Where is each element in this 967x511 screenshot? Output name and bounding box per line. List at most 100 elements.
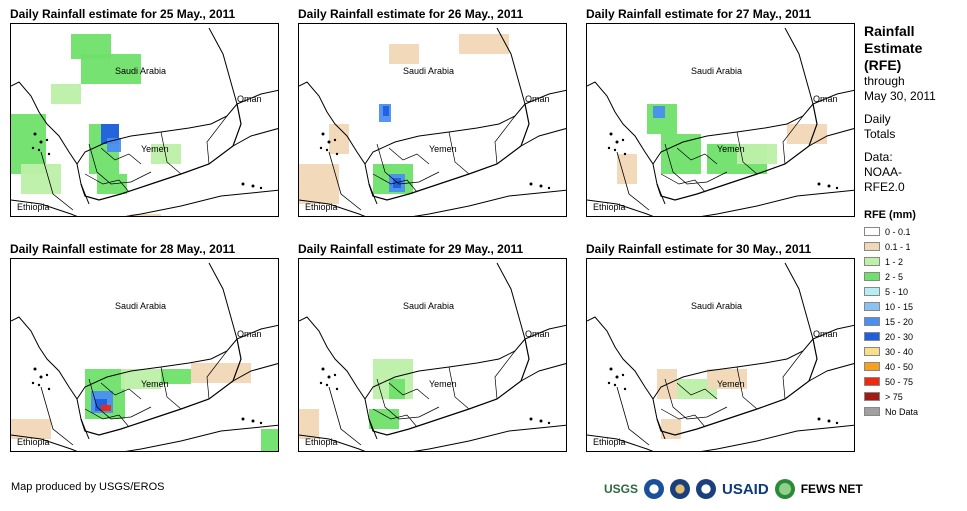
legend-class-label: 0.1 - 1 bbox=[885, 241, 911, 252]
map-label-yemen: Yemen bbox=[717, 379, 745, 389]
legend-totals: Totals bbox=[864, 127, 896, 141]
map-label-oman: Oman bbox=[237, 94, 262, 104]
legend-data-label: Data: bbox=[864, 150, 893, 164]
rain-patch bbox=[261, 429, 278, 451]
legend-swatch bbox=[864, 347, 880, 356]
panel-title: Daily Rainfall estimate for 30 May., 201… bbox=[586, 242, 812, 256]
legend-class-row: 0 - 0.1 bbox=[864, 224, 964, 239]
rain-patch bbox=[151, 144, 181, 164]
rain-patch bbox=[459, 34, 509, 54]
legend-class-label: 20 - 30 bbox=[885, 331, 914, 342]
rainfall-map: Saudi ArabiaOmanYemenEthiopiaSomalia bbox=[10, 258, 279, 452]
rain-patch bbox=[81, 54, 141, 84]
map-label-yemen: Yemen bbox=[429, 379, 457, 389]
map-canvas bbox=[587, 262, 854, 451]
legend-swatch bbox=[864, 407, 880, 416]
legend-class-label: 50 - 75 bbox=[885, 376, 914, 387]
legend-title-line: (RFE) bbox=[864, 57, 902, 73]
legend: Rainfall Estimate (RFE) through May 30, … bbox=[864, 23, 964, 419]
legend-class-row: 5 - 10 bbox=[864, 284, 964, 299]
rain-patch bbox=[707, 369, 747, 389]
rainfall-map: Saudi ArabiaOmanYemenEthiopiaSomalia bbox=[586, 23, 855, 217]
map-label-ethiopia: Ethiopia bbox=[305, 202, 338, 212]
rain-patch bbox=[661, 134, 701, 174]
legend-date: May 30, 2011 bbox=[864, 89, 936, 103]
legend-title-line: Estimate bbox=[864, 40, 923, 56]
map-label-ethiopia: Ethiopia bbox=[305, 437, 338, 447]
map-label-oman: Oman bbox=[813, 94, 838, 104]
map-canvas bbox=[11, 27, 278, 216]
map-label-saudi: Saudi Arabia bbox=[115, 66, 167, 76]
legend-class-label: 15 - 20 bbox=[885, 316, 914, 327]
legend-through: through bbox=[864, 74, 905, 88]
legend-swatch bbox=[864, 227, 880, 236]
rain-patch bbox=[21, 164, 61, 194]
legend-title-line: Rainfall bbox=[864, 23, 915, 39]
rain-patch bbox=[161, 369, 191, 384]
rainfall-map: Saudi ArabiaOmanYemenEthiopiaSomalia bbox=[298, 258, 567, 452]
legend-class-row: 2 - 5 bbox=[864, 269, 964, 284]
map-label-ethiopia: Ethiopia bbox=[593, 202, 626, 212]
rain-patch bbox=[369, 409, 399, 429]
rain-patch bbox=[389, 379, 405, 399]
rain-patch bbox=[393, 178, 401, 188]
rain-patch bbox=[389, 44, 419, 64]
legend-data-source: NOAA- bbox=[864, 165, 903, 179]
map-label-yemen: Yemen bbox=[141, 379, 169, 389]
usaid-seal-icon bbox=[696, 479, 717, 499]
map-label-yemen: Yemen bbox=[717, 144, 745, 154]
legend-class-row: 30 - 40 bbox=[864, 344, 964, 359]
legend-rfe-unit: RFE (mm) bbox=[864, 209, 916, 221]
map-credit: Map produced by USGS/EROS bbox=[11, 481, 165, 493]
usaid-logo: USAID bbox=[722, 480, 769, 498]
rain-patch bbox=[121, 369, 161, 389]
map-label-oman: Oman bbox=[525, 329, 550, 339]
legend-swatch bbox=[864, 287, 880, 296]
rain-patch bbox=[653, 106, 665, 118]
legend-class-label: 10 - 15 bbox=[885, 301, 914, 312]
rain-patch bbox=[11, 419, 51, 439]
usgs-logo: USGS bbox=[604, 482, 639, 496]
map-label-yemen: Yemen bbox=[429, 144, 457, 154]
fews-globe-icon bbox=[774, 479, 795, 499]
legend-class-row: 20 - 30 bbox=[864, 329, 964, 344]
legend-class-label: 0 - 0.1 bbox=[885, 226, 911, 237]
legend-class-row: 40 - 50 bbox=[864, 359, 964, 374]
legend-class-label: 40 - 50 bbox=[885, 361, 914, 372]
rainfall-map: Saudi ArabiaOmanYemenEthiopiaSomalia bbox=[10, 23, 279, 217]
map-label-saudi: Saudi Arabia bbox=[403, 66, 455, 76]
legend-swatch bbox=[864, 362, 880, 371]
legend-class-row: No Data bbox=[864, 404, 964, 419]
rain-patch bbox=[299, 409, 319, 439]
rain-patch bbox=[299, 164, 339, 204]
legend-class-row: 1 - 2 bbox=[864, 254, 964, 269]
legend-swatch bbox=[864, 377, 880, 386]
rainfall-map: Saudi ArabiaOmanYemenEthiopiaSomalia bbox=[586, 258, 855, 452]
panel-title: Daily Rainfall estimate for 29 May., 201… bbox=[298, 242, 524, 256]
rain-patch bbox=[329, 124, 349, 154]
legend-class-label: 2 - 5 bbox=[885, 271, 904, 282]
legend-class-label: No Data bbox=[885, 406, 919, 417]
map-label-yemen: Yemen bbox=[141, 144, 169, 154]
rain-patch bbox=[383, 106, 389, 116]
legend-class-row: > 75 bbox=[864, 389, 964, 404]
fews-net-logo: FEWS NET bbox=[800, 482, 863, 496]
legend-class-label: 1 - 2 bbox=[885, 256, 904, 267]
legend-classes: 0 - 0.1 0.1 - 1 1 - 2 2 - 5 5 - 10 10 - 15 15 … bbox=[864, 224, 964, 419]
map-label-saudi: Saudi Arabia bbox=[691, 66, 743, 76]
map-label-saudi: Saudi Arabia bbox=[691, 301, 743, 311]
legend-swatch bbox=[864, 317, 880, 326]
legend-class-label: 30 - 40 bbox=[885, 346, 914, 357]
map-label-ethiopia: Ethiopia bbox=[17, 437, 50, 447]
legend-class-row: 50 - 75 bbox=[864, 374, 964, 389]
map-canvas bbox=[11, 262, 278, 451]
map-canvas bbox=[299, 262, 566, 451]
rainfall-map: Saudi ArabiaOmanYemenEthiopiaSomalia bbox=[298, 23, 567, 217]
legend-swatch bbox=[864, 332, 880, 341]
legend-class-row: 15 - 20 bbox=[864, 314, 964, 329]
rain-patch bbox=[191, 363, 251, 383]
legend-swatch bbox=[864, 257, 880, 266]
legend-class-label: > 75 bbox=[885, 391, 903, 402]
legend-swatch bbox=[864, 242, 880, 251]
map-canvas bbox=[299, 27, 566, 216]
